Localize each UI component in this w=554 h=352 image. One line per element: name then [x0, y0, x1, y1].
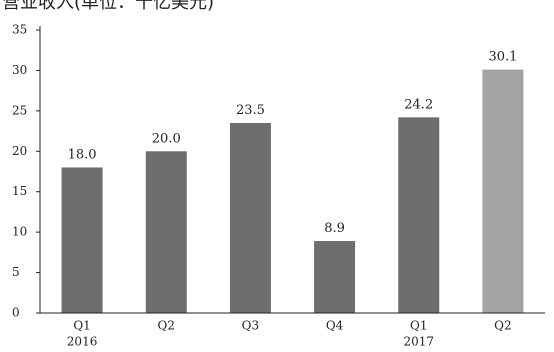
- y-tick-label: 15: [12, 184, 27, 198]
- x-tick-label: Q1: [73, 319, 90, 333]
- data-label: 30.1: [488, 50, 517, 65]
- x-tick-label: Q2: [494, 319, 511, 333]
- bar: [61, 167, 103, 313]
- bar: [482, 69, 524, 314]
- year-label: 2016: [67, 335, 98, 349]
- data-label: 8.9: [324, 221, 345, 236]
- data-label: 18.0: [68, 147, 97, 162]
- bars: [61, 69, 524, 314]
- y-tick-label: 20: [12, 144, 27, 158]
- chart-title: 营业收入(单位：十亿美元): [2, 0, 214, 13]
- bar: [314, 241, 356, 313]
- y-tick-label: 35: [12, 23, 27, 37]
- data-label: 20.0: [152, 131, 181, 146]
- x-tick-label: Q1: [410, 319, 427, 333]
- data-labels: 18.0 20.0 23.5 8.9 24.2 30.1: [68, 50, 518, 236]
- y-tick-label: 30: [12, 63, 27, 77]
- bar: [145, 151, 187, 313]
- x-axis-labels: Q1 2016 Q2 Q3 Q4 Q1 2017 Q2: [67, 319, 512, 349]
- data-label: 23.5: [236, 103, 265, 118]
- bar: [398, 117, 440, 313]
- y-tick-label: 0: [12, 306, 20, 320]
- x-tick-label: Q3: [242, 319, 259, 333]
- bar: [229, 122, 271, 313]
- y-axis-ticks: 0 5 10 15 20 25 30 35: [12, 23, 40, 320]
- y-tick-label: 10: [12, 225, 27, 239]
- x-tick-label: Q2: [158, 319, 175, 333]
- year-label: 2017: [403, 335, 434, 349]
- y-tick-label: 5: [12, 265, 20, 279]
- y-tick-label: 25: [12, 103, 27, 117]
- x-tick-label: Q4: [326, 319, 344, 333]
- data-label: 24.2: [404, 97, 433, 112]
